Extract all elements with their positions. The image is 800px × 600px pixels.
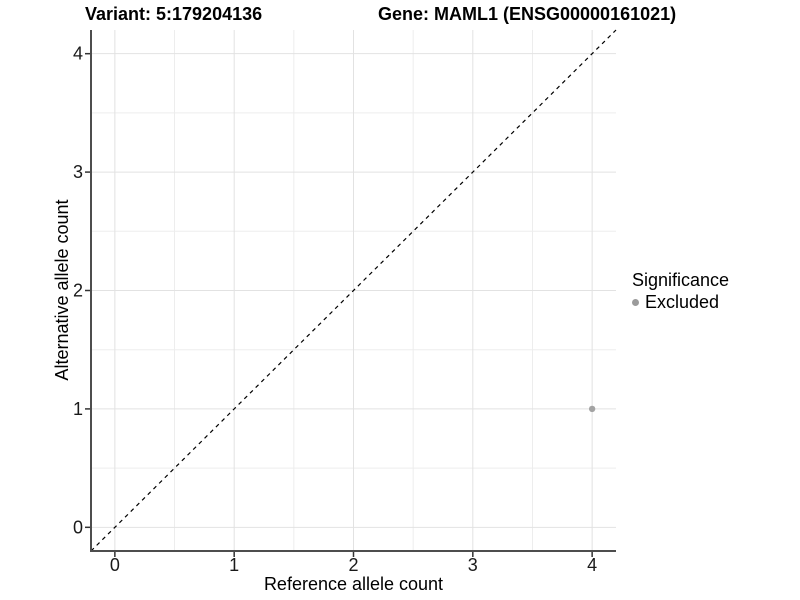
y-tick-label: 0 (73, 517, 83, 537)
y-tick-label: 2 (73, 281, 83, 301)
legend-title: Significance (632, 270, 730, 290)
x-tick-label: 0 (110, 555, 120, 575)
legend-item-label: Excluded (645, 292, 720, 312)
x-tick-label: 2 (348, 555, 358, 575)
x-axis-title: Reference allele count (263, 574, 444, 594)
y-tick-label: 4 (73, 44, 83, 64)
legend-item-excluded: Excluded (632, 292, 729, 313)
legend: Significance Excluded (632, 270, 729, 313)
y-axis-title: Alternative allele count (52, 199, 72, 381)
data-point (588, 405, 596, 413)
y-tick-label: 3 (73, 162, 83, 182)
x-tick-label: 3 (468, 555, 478, 575)
y-tick-label: 1 (73, 399, 83, 419)
x-tick-label: 4 (587, 555, 597, 575)
plot-title-gene: Gene: MAML1 (ENSG00000161021) (378, 4, 677, 24)
plot-title-variant: Variant: 5:179204136 (85, 4, 263, 24)
legend-marker-circle-icon (632, 299, 639, 306)
x-tick-label: 1 (229, 555, 239, 575)
identity-dashed-line (90, 29, 617, 552)
